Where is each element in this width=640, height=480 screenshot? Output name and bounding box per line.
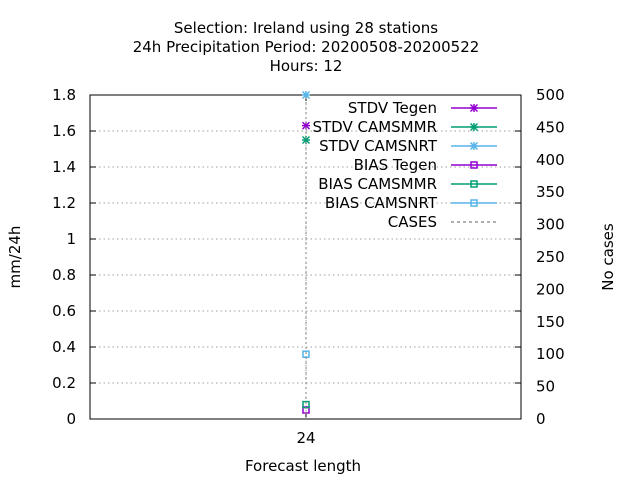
y2-axis-label: No cases [599, 223, 617, 291]
legend-entry: BIAS CAMSMMR [318, 175, 497, 193]
chart-title: Selection: Ireland using 28 stations24h … [133, 19, 480, 75]
y-axis-label: mm/24h [6, 226, 24, 289]
y-tick-label: 0.2 [52, 374, 76, 392]
y-tick-label: 1.8 [52, 86, 76, 104]
legend-marker [469, 122, 479, 132]
title-line: 24h Precipitation Period: 20200508-20200… [133, 38, 480, 56]
legend-entry: STDV CAMSMMR [312, 118, 497, 136]
legend-entry: CASES [388, 213, 497, 231]
x-tick-label: 24 [296, 429, 315, 447]
legend-marker [470, 161, 478, 169]
legend-label: STDV Tegen [348, 99, 437, 117]
legend-label: BIAS Tegen [354, 156, 437, 174]
y-tick-label: 0.4 [52, 338, 76, 356]
y-tick-label: 0.8 [52, 266, 76, 284]
y2-tick-label: 100 [536, 345, 565, 363]
legend-entry: STDV Tegen [348, 99, 497, 117]
title-line: Selection: Ireland using 28 stations [174, 19, 438, 37]
x-axis-label: Forecast length [245, 457, 361, 475]
legend-label: BIAS CAMSNRT [325, 194, 438, 212]
legend-entry: BIAS CAMSNRT [325, 194, 497, 212]
y-tick-label: 1.6 [52, 122, 76, 140]
legend-marker [469, 103, 479, 113]
legend-label: STDV CAMSNRT [319, 137, 438, 155]
y-tick-label: 1.4 [52, 158, 76, 176]
legend-marker [470, 199, 478, 207]
y2-tick-label: 0 [536, 410, 546, 428]
y2-tick-label: 500 [536, 86, 565, 104]
legend-label: STDV CAMSMMR [312, 118, 437, 136]
y-tick-label: 0 [66, 410, 76, 428]
legend-marker [470, 180, 478, 188]
axes: 0 0.2 0.4 0.6 0.8 1 1.2 1.4 1.6 1.8 0 50 100 150 200 25… [6, 86, 617, 475]
legend-marker [469, 141, 479, 151]
y2-tick-label: 200 [536, 280, 565, 298]
title-line: Hours: 12 [270, 57, 343, 75]
y2-tick-label: 400 [536, 151, 565, 169]
y-tick-label: 0.6 [52, 302, 76, 320]
y2-tick-label: 300 [536, 216, 565, 234]
y2-tick-label: 450 [536, 118, 565, 136]
data-marks [301, 90, 311, 419]
y-tick-label: 1.2 [52, 194, 76, 212]
legend-entry: STDV CAMSNRT [319, 137, 497, 155]
y2-tick-label: 250 [536, 248, 565, 266]
y-tick-label: 1 [66, 230, 76, 248]
legend-label: BIAS CAMSMMR [318, 175, 437, 193]
legend-label: CASES [388, 213, 437, 231]
y2-tick-label: 150 [536, 313, 565, 331]
y2-tick-label: 350 [536, 183, 565, 201]
legend-entry: BIAS Tegen [354, 156, 497, 174]
y2-tick-label: 50 [536, 378, 555, 396]
